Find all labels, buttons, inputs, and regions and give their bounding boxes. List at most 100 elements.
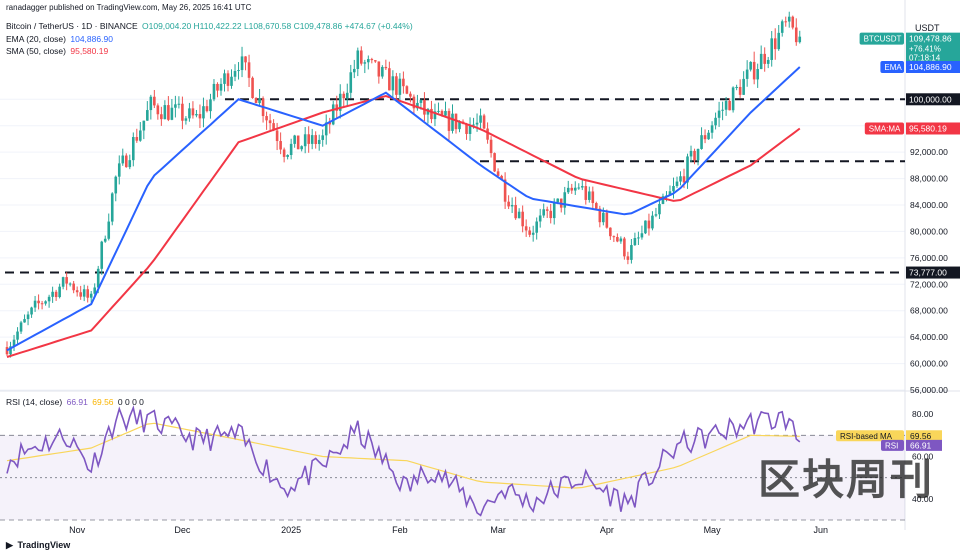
candle-body — [433, 111, 437, 120]
candle-body — [566, 187, 570, 193]
price-badge — [906, 60, 960, 73]
candle-body — [135, 137, 139, 141]
candle-body — [121, 155, 125, 164]
candle-body — [787, 16, 791, 22]
candle-body — [205, 106, 209, 112]
candle-body — [198, 114, 202, 119]
candle-body — [114, 176, 118, 194]
price-axis[interactable]: USDT96,000.0092,000.0088,000.0084,000.00… — [836, 23, 960, 504]
candle-body — [693, 150, 696, 161]
candle-body — [163, 105, 167, 120]
candle-body — [37, 300, 40, 304]
candle-body — [402, 78, 405, 87]
candle-body — [556, 198, 560, 203]
candle-body — [623, 238, 626, 257]
time-tick-label: 2025 — [281, 525, 301, 535]
candle-body — [430, 108, 433, 120]
candle-body — [82, 289, 86, 297]
candle-body — [447, 110, 451, 131]
rsi-pane — [0, 405, 905, 521]
candle-body — [591, 191, 595, 204]
candle-body — [451, 113, 454, 131]
candle-body — [226, 73, 230, 86]
candle-body — [363, 62, 367, 64]
candle-body — [573, 187, 577, 191]
candle-body — [300, 146, 303, 150]
candle-body — [93, 287, 97, 294]
candle-body — [65, 277, 68, 284]
candle-body — [640, 233, 644, 238]
candle-body — [616, 237, 619, 242]
time-tick-label: Dec — [174, 525, 191, 535]
rsi-legend[interactable]: RSI (14, close) 66.91 69.56 0 0 0 0 — [6, 397, 146, 407]
candle-body — [265, 116, 268, 121]
candle-body — [30, 307, 33, 315]
candle-body — [538, 215, 542, 222]
candle-body — [595, 203, 598, 209]
horizontal-levels[interactable] — [5, 98, 905, 274]
candle-body — [79, 292, 82, 297]
badge-tag — [864, 122, 904, 135]
sma-legend[interactable]: SMA (50, close) 95,580.19 — [6, 46, 110, 56]
candle-body — [626, 256, 630, 260]
price-tick-label: 80,000.00 — [910, 226, 948, 236]
candle-body — [714, 117, 717, 126]
time-tick-label: Apr — [600, 525, 614, 535]
candle-body — [167, 105, 170, 120]
candle-body — [426, 108, 430, 115]
price-badge-value: 100,000.00 — [909, 94, 952, 104]
candle-body — [689, 150, 693, 157]
candle-body — [409, 93, 412, 97]
watermark: 区块周刊 — [757, 456, 934, 503]
price-badge-extra: +76.41% — [909, 45, 941, 54]
candle-body — [630, 245, 633, 260]
price-tick-label: 88,000.00 — [910, 174, 948, 184]
candle-body — [696, 148, 700, 161]
ema-legend-label: EMA (20, close) — [6, 34, 66, 44]
candle-body — [633, 238, 637, 246]
candle-body — [584, 186, 588, 200]
badge-tag-text: EMA — [884, 63, 902, 72]
candle-body — [384, 66, 388, 69]
tradingview-logo-icon: ▶ — [6, 540, 13, 550]
ema-legend[interactable]: EMA (20, close) 104,886.90 — [6, 34, 115, 44]
candle-body — [272, 123, 275, 131]
candle-body — [381, 66, 384, 77]
candle-body — [16, 331, 19, 340]
time-axis[interactable]: Nov Dec 2025 Feb Mar Apr May Jun — [69, 525, 828, 535]
candle-body — [9, 346, 12, 355]
price-tick-label: 84,000.00 — [910, 200, 948, 210]
candle-body — [293, 135, 296, 144]
candle-body — [279, 141, 282, 150]
candle-body — [219, 83, 223, 91]
candle-body — [296, 135, 300, 150]
candle-body — [465, 123, 468, 134]
candle-body — [321, 135, 325, 140]
candle-body — [188, 108, 191, 119]
candle-body — [682, 176, 686, 183]
price-badge-value: 104,886.90 — [909, 62, 952, 72]
candle-body — [517, 211, 521, 219]
candle-body — [472, 124, 475, 126]
candle-body — [545, 209, 549, 211]
candle-body — [275, 130, 279, 142]
badge-tag-text: SMA:MA — [869, 124, 901, 133]
candle-body — [444, 110, 447, 116]
candle-body — [153, 96, 156, 106]
publisher-line: ranadagger published on TradingView.com,… — [6, 3, 252, 12]
candle-body — [174, 104, 177, 108]
tradingview-footer[interactable]: ▶ TradingView — [6, 540, 72, 551]
rsi-badge-tag — [836, 430, 904, 442]
candle-body — [405, 86, 409, 94]
candle-body — [749, 61, 752, 70]
candle-body — [117, 163, 121, 177]
candle-body — [338, 93, 342, 111]
candle-body — [142, 120, 146, 131]
candle-body — [496, 171, 500, 176]
candle-body — [661, 196, 665, 204]
candle-body — [286, 154, 289, 157]
candle-body — [735, 86, 738, 88]
candle-body — [468, 125, 472, 134]
candle-body — [103, 238, 107, 242]
